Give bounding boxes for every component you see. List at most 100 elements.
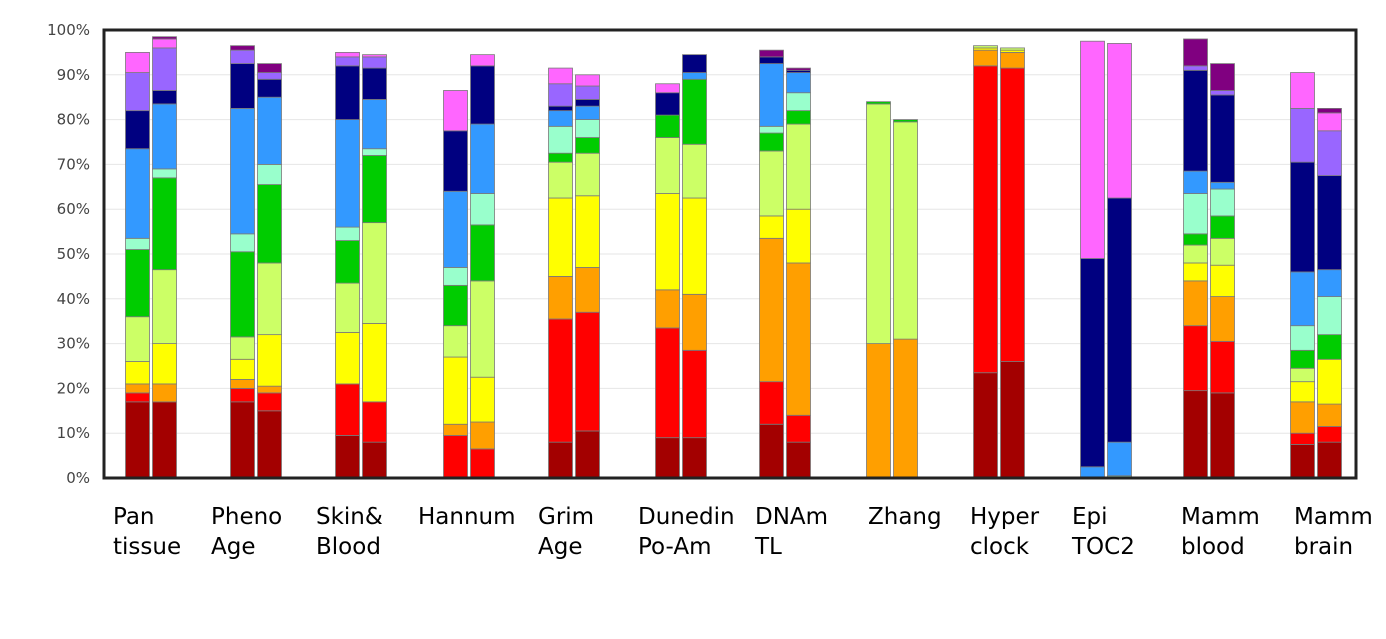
bar-segment (152, 343, 177, 385)
bar-segment (152, 103, 177, 170)
bar-segment (335, 65, 360, 120)
x-axis-labels: Pan tissue Pheno Age Skin& Blood Hannum Grim Age… (113, 504, 1373, 560)
stacked-bar (1317, 108, 1342, 479)
bar-segment (682, 72, 707, 80)
stacked-bar (125, 52, 150, 479)
bar-group (759, 49, 811, 479)
group-label: Mamm brain (1294, 504, 1373, 560)
bar-segment (548, 105, 573, 112)
bar-segment (1210, 215, 1235, 239)
bar-segment (125, 72, 150, 112)
bar-segment (655, 83, 680, 94)
bar-segment (335, 282, 360, 333)
bar-group (125, 36, 177, 479)
bar-segment (575, 119, 600, 138)
bar-segment (1210, 264, 1235, 297)
bar-segment (1290, 72, 1315, 109)
bar-segment (1183, 390, 1208, 479)
group-label: Epi TOC2 (1071, 504, 1135, 560)
bar-segment (335, 383, 360, 436)
bar-segment (125, 383, 150, 394)
bar-segment (575, 152, 600, 197)
bar-segment (1290, 349, 1315, 369)
group-label-line: Epi (1072, 504, 1108, 530)
bar-segment (655, 137, 680, 194)
stacked-bar (1290, 72, 1315, 479)
group-label: Hyper clock (970, 504, 1040, 560)
bar-segment (1317, 426, 1342, 443)
bar-segment (230, 379, 255, 389)
bar-segment (152, 401, 177, 479)
bar-segment (362, 148, 387, 156)
bar-segment (125, 148, 150, 239)
bar-segment (1210, 181, 1235, 190)
bar-segment (1317, 296, 1342, 336)
bar-segment (470, 376, 495, 423)
bar-segment (655, 193, 680, 291)
bar-segment (1290, 432, 1315, 445)
stacked-bar (973, 45, 998, 479)
bar-segment (786, 72, 811, 94)
plot-frame (102, 28, 1358, 480)
group-label-line: blood (1181, 534, 1245, 560)
bar-segment (575, 311, 600, 432)
stacked-bar (655, 83, 680, 479)
stacked-bar (1183, 38, 1208, 479)
bar-segment (257, 262, 282, 336)
group-label-line: Mamm (1181, 504, 1260, 530)
bar-segment (575, 137, 600, 154)
bar-segment (786, 110, 811, 125)
bar-segment (1183, 170, 1208, 194)
bar-segment (470, 224, 495, 282)
bar-segment (893, 119, 918, 123)
bar-segment (470, 421, 495, 450)
bar-segment (575, 195, 600, 268)
bar-segment (125, 316, 150, 362)
group-label-line: brain (1294, 534, 1353, 560)
stacked-bar (362, 54, 387, 479)
y-tick-label: 100% (47, 21, 90, 39)
bar-segment (152, 269, 177, 344)
bar-segment (1080, 258, 1105, 468)
bar-segment (125, 392, 150, 403)
bar-groups (125, 36, 1342, 479)
bar-group (1080, 40, 1132, 479)
bar-segment (125, 237, 150, 250)
bar-segment (1290, 271, 1315, 327)
bar-segment (1183, 262, 1208, 282)
group-label-line: Pan (113, 504, 155, 530)
bar-segment (443, 435, 468, 479)
bar-segment (682, 143, 707, 199)
bar-segment (443, 130, 468, 192)
group-label-line: Hyper (970, 504, 1040, 530)
bar-segment (1080, 40, 1105, 259)
bar-segment (1183, 69, 1208, 172)
bar-segment (759, 237, 784, 383)
group-label: Pheno Age (211, 504, 282, 560)
stacked-bar (1107, 43, 1132, 479)
bar-segment (1317, 441, 1342, 479)
group-label-line: Age (538, 534, 582, 560)
y-tick-label: 20% (57, 379, 90, 397)
stacked-bar (866, 101, 891, 479)
bar-group (443, 54, 495, 479)
bar-segment (443, 190, 468, 268)
bar-segment (575, 99, 600, 107)
bar-group (655, 54, 707, 479)
bar-segment (1210, 63, 1235, 91)
bar-segment (1107, 197, 1132, 443)
bar-segment (470, 280, 495, 378)
bar-segment (759, 381, 784, 425)
bar-segment (1290, 161, 1315, 273)
bar-segment (759, 150, 784, 217)
bar-segment (786, 208, 811, 264)
bar-group (548, 67, 600, 479)
bar-segment (759, 49, 784, 58)
bar-segment (759, 125, 784, 134)
y-axis-ticks: 0% 10% 20% 30% 40% 50% 60% 70% 80% 90% 100% (47, 21, 90, 487)
group-label: Hannum (418, 504, 516, 530)
bar-segment (759, 215, 784, 239)
y-tick-label: 90% (57, 66, 90, 84)
bar-segment (230, 49, 255, 64)
bar-segment (1210, 237, 1235, 266)
